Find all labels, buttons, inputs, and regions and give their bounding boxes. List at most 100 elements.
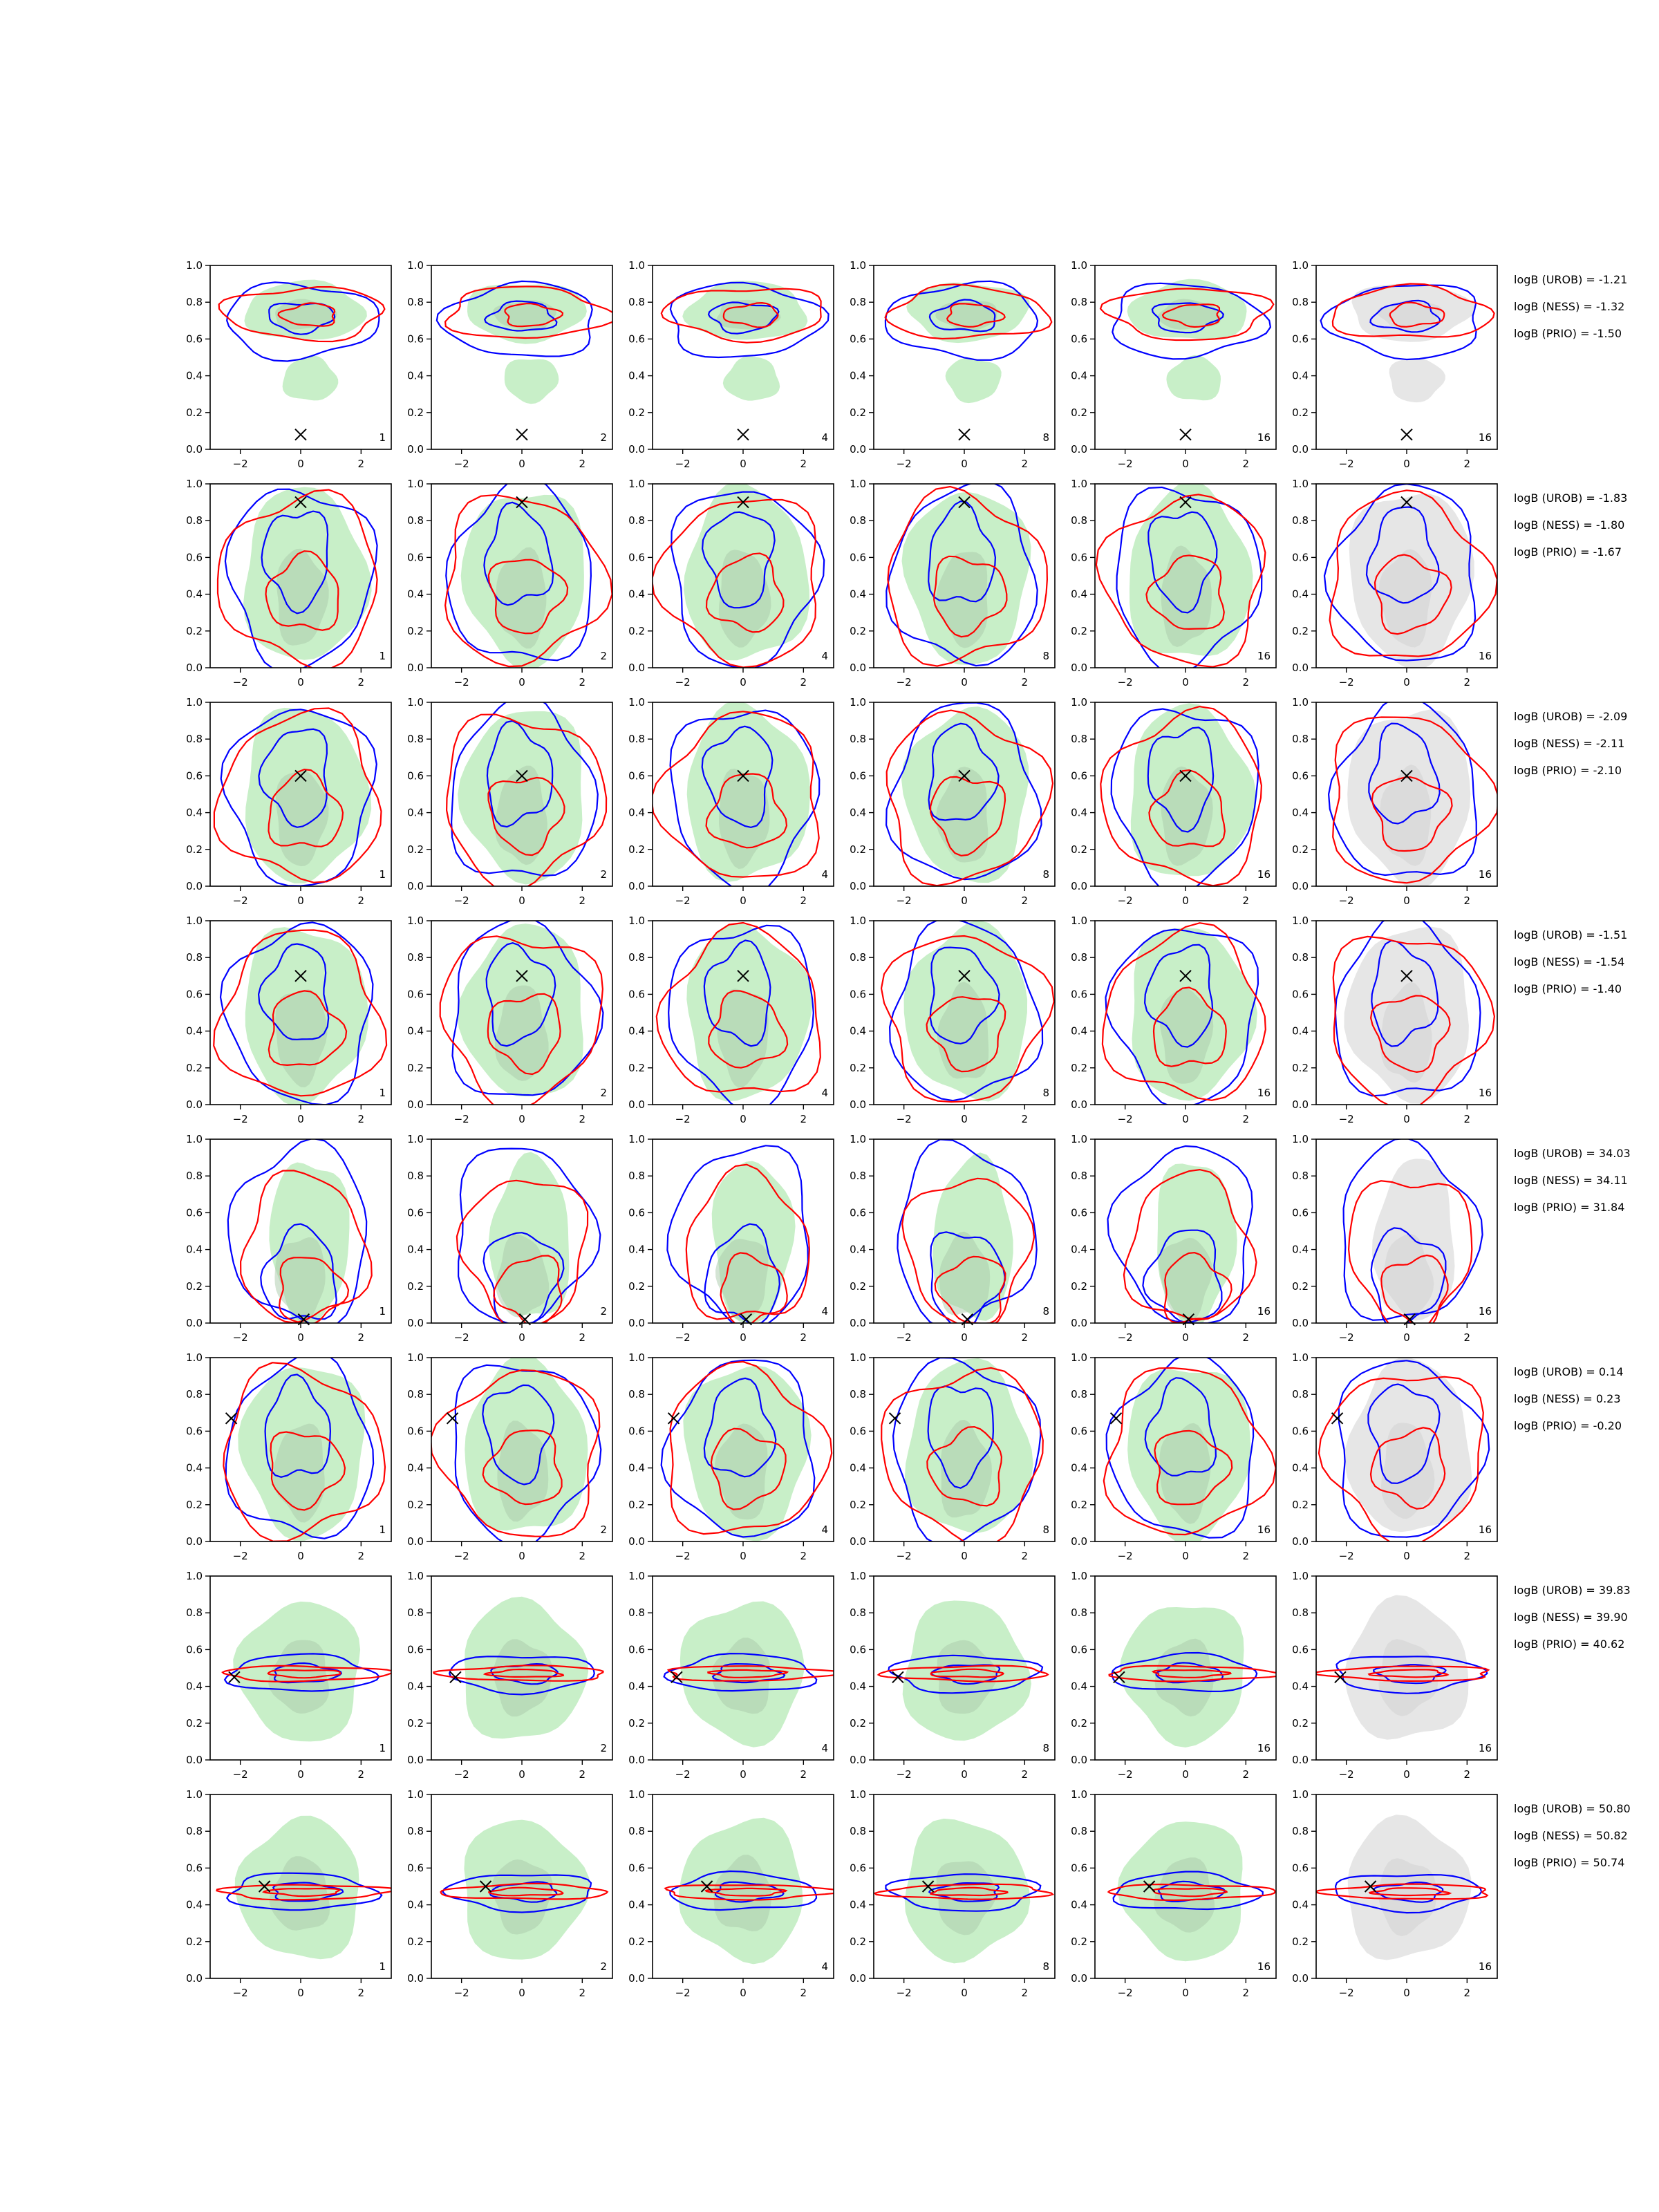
x-tick-label: 0 [1403,1331,1410,1344]
panel-contours [431,1358,602,1541]
x-tick-label: 0 [1403,676,1410,688]
logb-urob-row-8: logB (UROB) = 50.80 [1514,1802,1631,1815]
red-contour-outer [901,1177,1035,1323]
marker-stroke-b [1400,970,1413,982]
marker-stroke-b [958,769,971,782]
logb-ness-row-7: logB (NESS) = 39.90 [1514,1611,1628,1624]
density-fill-core [935,767,988,863]
y-tick-label: 0.2 [628,1717,645,1730]
panel-r1-c4: −2 0 2 0.0 0.2 0.4 0.6 0.8 1.0 8 [850,259,1056,470]
y-tick-label: 1.0 [186,696,203,709]
red-contour-inner [504,303,564,328]
y-tick-label: 0.2 [628,1280,645,1293]
y-tick-label: 0.2 [850,625,866,637]
y-tick-label: 0.4 [628,370,645,382]
true-value-marker [888,1412,901,1425]
y-tick-label: 0.4 [1071,1244,1087,1256]
y-tick-label: 0.4 [407,1244,424,1256]
y-tick-label: 0.6 [186,551,203,563]
x-tick-label: 0 [518,1113,525,1125]
red-contour-inner [270,1431,346,1511]
x-tick-label: −2 [233,1113,248,1125]
marker-stroke-b [258,1880,271,1893]
x-tick-label: 2 [1243,1768,1250,1781]
y-tick-label: 0.2 [850,1499,866,1511]
y-tick-label: 0.4 [1071,1025,1087,1038]
panel-contours [1327,702,1497,886]
red-contour-outer [216,489,378,668]
marker-stroke-b [671,1671,683,1684]
y-tick-label: 0.8 [407,733,424,745]
y-tick-label: 0.8 [850,733,866,745]
density-fill [282,355,339,401]
y-tick-label: 0.0 [407,880,424,892]
y-tick-label: 0.2 [1292,1062,1309,1074]
red-contour-inner [708,990,789,1069]
y-tick-label: 0.2 [1071,1280,1087,1293]
y-tick-label: 1.0 [186,259,203,272]
y-tick-label: 0.8 [1071,1606,1087,1619]
sample-count-label: 2 [600,1305,607,1318]
sample-count-label: 8 [1042,650,1049,662]
y-tick-label: 0.4 [407,1899,424,1911]
true-value-marker [737,970,749,982]
red-contour-inner [1152,986,1227,1067]
density-fill-core [1378,549,1432,648]
logb-urob-row-3: logB (UROB) = -2.09 [1514,710,1627,723]
x-tick-label: −2 [454,676,469,688]
marker-stroke-b [1109,1412,1123,1425]
y-tick-label: 0.2 [850,406,866,419]
y-tick-label: 1.0 [1292,1133,1309,1145]
red-contour-inner [946,303,1006,328]
density-fill-core [496,1234,550,1318]
x-tick-label: 2 [800,1987,807,1999]
y-tick-label: 1.0 [850,1133,866,1145]
marker-stroke-b [1113,1671,1125,1684]
y-tick-label: 0.6 [1071,1862,1087,1874]
panel-contours [445,702,608,886]
y-tick-label: 1.0 [628,1133,645,1145]
x-tick-label: 0 [1182,894,1189,907]
logb-annotations: logB (UROB) = -1.21 logB (NESS) = -1.32 lo… [1514,273,1631,1869]
y-tick-label: 0.4 [850,370,866,382]
blue-contour-inner [928,500,997,603]
true-value-marker [516,429,528,441]
marker-stroke-b [1179,496,1192,509]
sample-count-label: 16 [1479,1742,1492,1754]
x-tick-label: −2 [454,1331,469,1344]
y-tick-label: 0.8 [1071,733,1087,745]
y-tick-label: 0.0 [628,880,645,892]
x-tick-label: −2 [675,1987,691,1999]
x-tick-label: −2 [454,458,469,470]
density-fill-core [1380,1234,1434,1316]
x-tick-label: −2 [897,1768,912,1781]
density-fill-core [936,1861,996,1936]
panel-contours [1332,921,1496,1105]
y-tick-label: 0.8 [186,733,203,745]
true-value-marker [737,769,749,782]
y-tick-label: 0.6 [1071,988,1087,1000]
panel-contours [439,921,604,1105]
red-contour-inner [934,1255,1006,1323]
red-contour-outer [1332,935,1496,1105]
y-tick-label: 0.2 [1071,1717,1087,1730]
y-tick-label: 0.8 [186,514,203,527]
y-tick-label: 1.0 [1071,1570,1087,1582]
y-tick-label: 0.4 [850,1244,866,1256]
panel-r8-c3: −2 0 2 0.0 0.2 0.4 0.6 0.8 1.0 4 [628,1788,834,1999]
y-tick-label: 1.0 [1292,696,1309,709]
x-tick-label: 0 [961,1331,968,1344]
y-tick-label: 0.0 [186,1972,203,1985]
y-tick-label: 0.8 [850,1170,866,1182]
y-tick-label: 0.6 [1071,332,1087,345]
red-contour-inner [487,559,569,635]
blue-contour-outer [1116,486,1263,668]
panel-r6-c1: −2 0 2 0.0 0.2 0.4 0.6 0.8 1.0 1 [186,1351,392,1562]
blue-contour-outer [884,280,1039,361]
x-tick-label: −2 [233,1550,248,1562]
y-tick-label: 0.4 [186,588,203,601]
y-tick-label: 0.8 [186,296,203,308]
sample-count-label: 1 [379,431,386,444]
y-tick-label: 0.0 [186,443,203,456]
density-fill-core [268,1640,330,1714]
